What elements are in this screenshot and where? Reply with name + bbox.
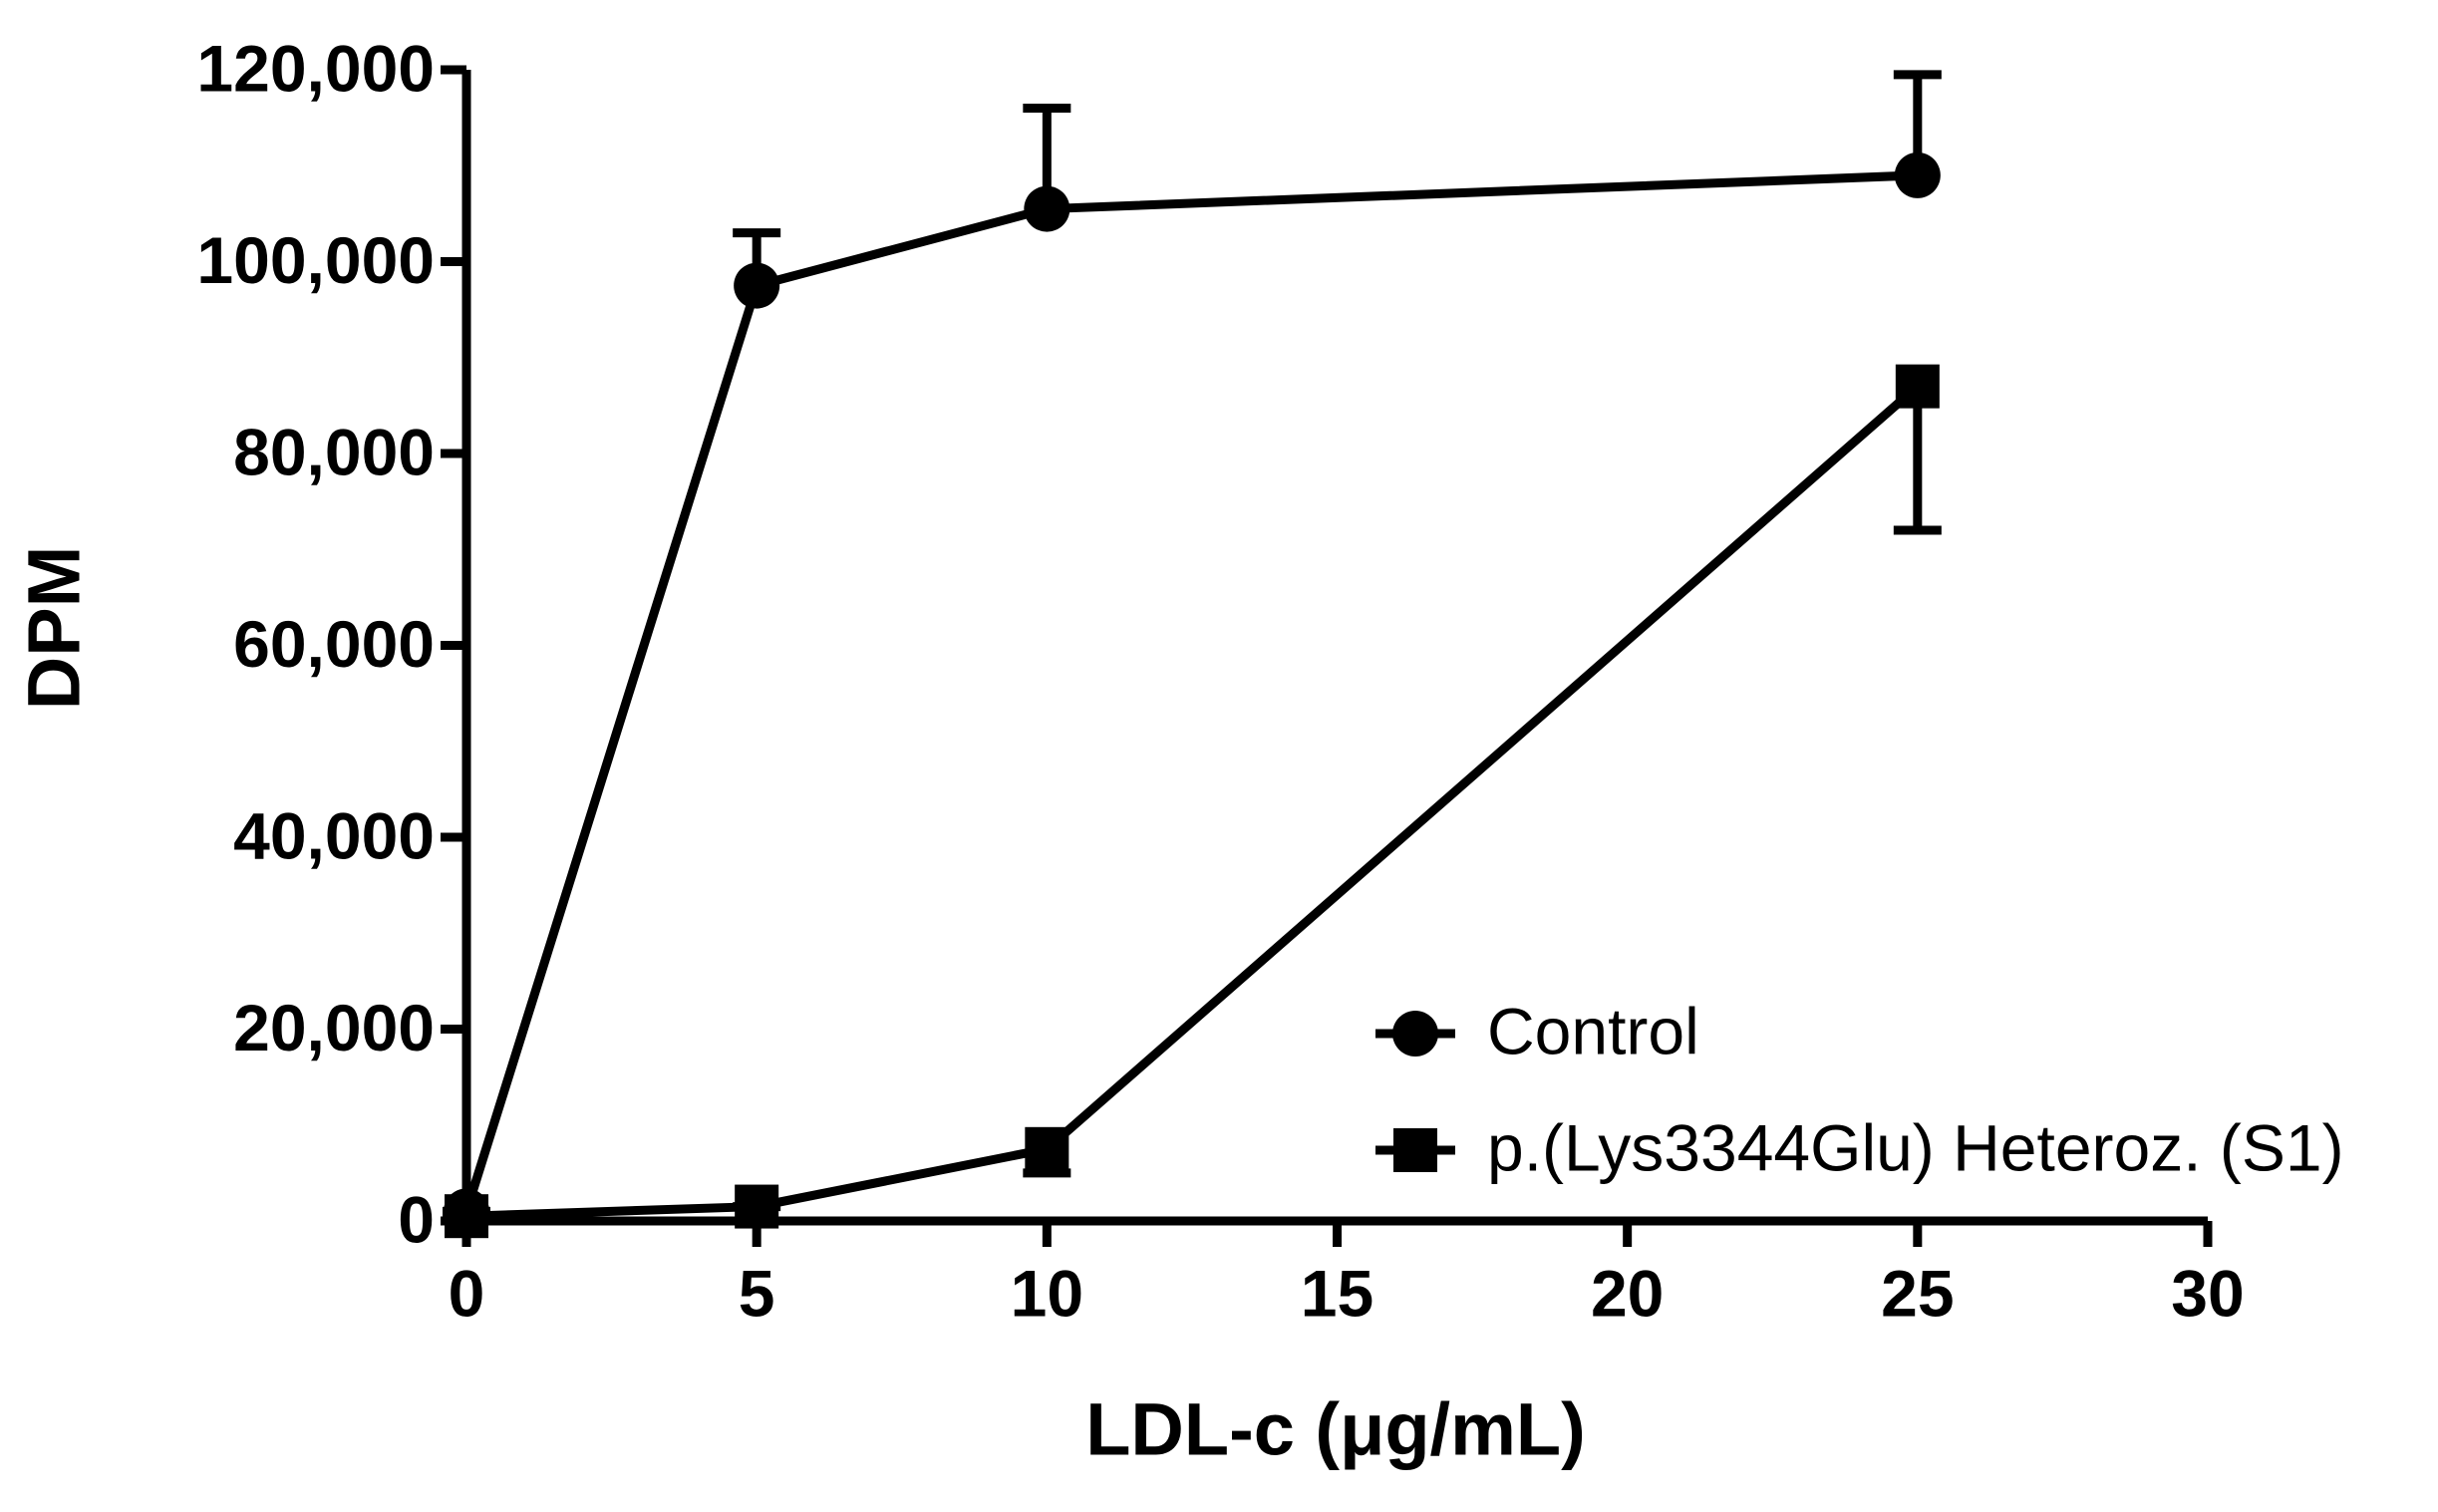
error-bar bbox=[1893, 386, 1942, 535]
x-tick-label: 20 bbox=[1591, 1256, 1664, 1330]
x-tick-label: 25 bbox=[1881, 1256, 1954, 1330]
y-tick-label: 40,000 bbox=[233, 798, 435, 872]
legend-label: Control bbox=[1487, 994, 1699, 1067]
x-tick-label: 5 bbox=[739, 1256, 775, 1330]
y-axis-label: DPM bbox=[13, 546, 96, 710]
x-tick-label: 10 bbox=[1011, 1256, 1083, 1330]
y-tick-label: 100,000 bbox=[196, 223, 435, 297]
legend-marker bbox=[1392, 1011, 1438, 1057]
data-point bbox=[1895, 364, 1940, 409]
x-tick-label: 15 bbox=[1301, 1256, 1373, 1330]
y-tick-label: 120,000 bbox=[196, 31, 435, 105]
y-tick-label: 0 bbox=[398, 1182, 435, 1256]
series-line bbox=[461, 170, 1919, 1213]
x-tick-label: 30 bbox=[2171, 1256, 2244, 1330]
y-tick-label: 60,000 bbox=[233, 607, 435, 681]
data-point bbox=[734, 262, 780, 309]
data-point bbox=[735, 1184, 779, 1229]
data-point bbox=[1024, 185, 1070, 232]
series-line bbox=[465, 383, 1921, 1221]
data-point bbox=[1025, 1126, 1069, 1171]
data-point bbox=[445, 1194, 488, 1239]
y-tick-label: 20,000 bbox=[233, 991, 435, 1064]
legend-marker bbox=[1393, 1128, 1437, 1172]
x-axis-label: LDL-c (μg/mL) bbox=[1085, 1388, 1586, 1471]
x-tick-label: 0 bbox=[449, 1256, 485, 1330]
data-point bbox=[1894, 151, 1941, 198]
legend-label: p.(Lys3344Glu) Heteroz. (S1) bbox=[1487, 1110, 2344, 1184]
y-tick-label: 80,000 bbox=[233, 415, 435, 488]
